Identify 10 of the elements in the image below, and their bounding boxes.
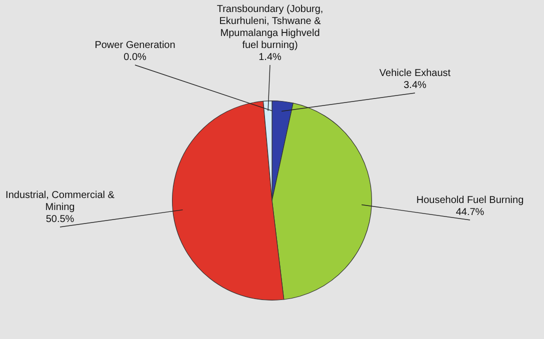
data-label: 44.7% [456,206,484,218]
data-label: 1.4% [258,52,282,63]
category-label: Power Generation [94,40,176,51]
data-label: 3.4% [404,80,427,91]
slice-label: Industrial, Commercial & Mining [6,190,115,213]
slice-label: Vehicle Exhaust [379,68,451,79]
slice-label: Transboundary (Joburg, Ekurhuleni, Tshwane & Mpumalanga Highveld fuel burning) [216,4,324,51]
text: 0.0% [124,52,146,63]
slice-label: Household Fuel Burning [416,194,524,206]
data-label: 50.5% [46,214,74,225]
